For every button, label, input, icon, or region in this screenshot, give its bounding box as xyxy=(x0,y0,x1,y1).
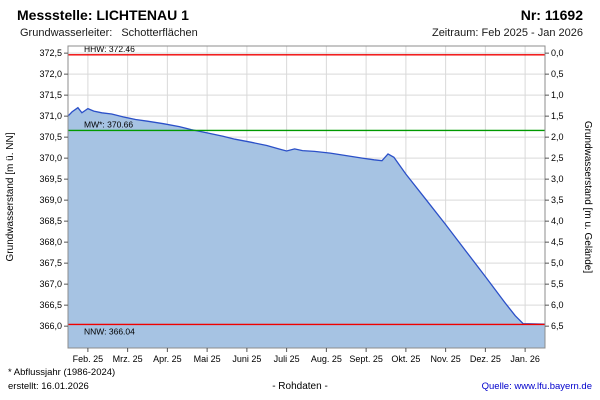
groundwater-line xyxy=(67,106,546,325)
y-right-tick-label: 4,0 xyxy=(551,216,564,226)
y-left-tick-label: 368,0 xyxy=(39,237,62,247)
chart-footer: * Abflussjahr (1986-2024) erstellt: 16.0… xyxy=(0,364,600,400)
groundwater-area xyxy=(68,107,545,348)
aquifer-label: Grundwasserleiter: xyxy=(20,27,113,39)
y-left-tick-label: 367,0 xyxy=(39,279,62,289)
y-right-tick-label: 2,5 xyxy=(551,153,564,163)
y-left-tick-label: 370,0 xyxy=(39,153,62,163)
hhw-label: HHW: 372.46 xyxy=(84,44,135,54)
y-left-tick-label: 372,5 xyxy=(39,48,62,58)
nnw-label: NNW: 366.04 xyxy=(84,326,135,336)
rohdaten-label: - Rohdaten - xyxy=(272,381,328,392)
y-right-tick-label: 2,0 xyxy=(551,132,564,142)
y-right-tick-label: 4,5 xyxy=(551,237,564,247)
y-right-tick-label: 5,0 xyxy=(551,258,564,268)
y-right-tick-label: 3,0 xyxy=(551,174,564,184)
y-right-tick-label: 0,0 xyxy=(551,48,564,58)
y-right-tick-label: 1,0 xyxy=(551,90,564,100)
source-link[interactable]: Quelle: www.lfu.bayern.de xyxy=(481,381,592,392)
y-right-tick-label: 5,5 xyxy=(551,279,564,289)
x-tick-label: Jan. 26 xyxy=(510,354,540,364)
y-axis-title-right: Grundwasserstand [m u. Gelände] xyxy=(582,121,593,274)
y-left-tick-label: 366,5 xyxy=(39,300,62,310)
station-title: Messstelle: LICHTENAU 1 xyxy=(17,7,189,23)
y-right-tick-label: 0,5 xyxy=(551,69,564,79)
y-right-tick-label: 3,5 xyxy=(551,195,564,205)
plot-frame xyxy=(67,45,546,349)
x-tick-label: Apr. 25 xyxy=(153,354,182,364)
y-left-tick-label: 368,5 xyxy=(39,216,62,226)
aquifer-value: Schotterflächen xyxy=(121,27,198,39)
x-tick-label: Mai 25 xyxy=(194,354,221,364)
period-label: Zeitraum: Feb 2025 - Jan 2026 xyxy=(431,27,583,39)
title-row: Messstelle: LICHTENAU 1 Nr: 11692 xyxy=(17,7,583,23)
x-tick-label: Aug. 25 xyxy=(311,354,342,364)
chart-header: Messstelle: LICHTENAU 1 Nr: 11692 Grundw… xyxy=(0,0,600,39)
y-left-tick-label: 369,5 xyxy=(39,174,62,184)
created-date: erstellt: 16.01.2026 xyxy=(8,381,89,392)
station-number: Nr: 11692 xyxy=(520,7,583,23)
x-tick-label: Juli 25 xyxy=(274,354,300,364)
x-tick-label: Sept. 25 xyxy=(349,354,383,364)
x-tick-label: Okt. 25 xyxy=(391,354,420,364)
x-tick-label: Juni 25 xyxy=(232,354,261,364)
groundwater-chart: HHW: 372.46 MW*: 370.66 NNW: 366.04 366,0 6,… xyxy=(5,44,593,364)
mw-label: MW*: 370.66 xyxy=(84,119,133,129)
aquifer: Grundwasserleiter: Schotterflächen xyxy=(20,27,198,39)
y-left-tick-label: 371,5 xyxy=(39,90,62,100)
y-left-tick-label: 370,5 xyxy=(39,132,62,142)
y-axis-title-left: Grundwasserstand [m ü. NN] xyxy=(5,132,16,261)
subtitle-row: Grundwasserleiter: Schotterflächen Zeitra… xyxy=(17,27,583,39)
footnote-abflussjahr: * Abflussjahr (1986-2024) xyxy=(8,367,116,378)
y-left-tick-label: 371,0 xyxy=(39,111,62,121)
x-tick-label: Mrz. 25 xyxy=(113,354,143,364)
chart-area: HHW: 372.46 MW*: 370.66 NNW: 366.04 366,0 6,… xyxy=(0,41,600,376)
y-left-tick-label: 367,5 xyxy=(39,258,62,268)
x-tick-label: Feb. 25 xyxy=(73,354,104,364)
x-tick-label: Dez. 25 xyxy=(470,354,501,364)
y-right-tick-label: 1,5 xyxy=(551,111,564,121)
y-right-tick-label: 6,0 xyxy=(551,300,564,310)
y-left-tick-label: 372,0 xyxy=(39,69,62,79)
y-left-tick-label: 369,0 xyxy=(39,195,62,205)
y-left-tick-label: 366,0 xyxy=(39,321,62,331)
x-tick-label: Nov. 25 xyxy=(430,354,460,364)
y-right-tick-label: 6,5 xyxy=(551,321,564,331)
